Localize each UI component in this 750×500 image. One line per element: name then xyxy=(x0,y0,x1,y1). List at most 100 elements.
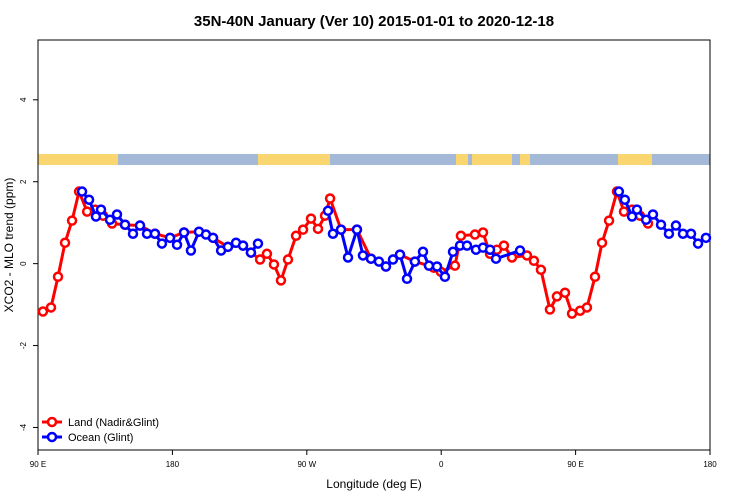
point xyxy=(484,244,496,255)
x-tick-label: 180 xyxy=(703,460,717,469)
point xyxy=(626,211,638,222)
point xyxy=(245,247,257,258)
point xyxy=(290,230,302,242)
x-tick-label: 0 xyxy=(439,460,444,469)
legend-marker xyxy=(46,416,58,428)
point xyxy=(417,246,429,258)
point xyxy=(335,224,347,235)
point xyxy=(596,237,608,248)
point xyxy=(589,271,601,282)
point xyxy=(185,245,197,256)
point xyxy=(559,287,571,298)
point xyxy=(544,304,556,315)
point xyxy=(431,261,443,272)
point xyxy=(134,220,146,231)
point xyxy=(90,211,102,222)
x-tick-label: 90 E xyxy=(30,460,46,469)
point xyxy=(178,227,190,238)
point xyxy=(237,240,249,251)
x-axis-label: Longitude (deg E) xyxy=(326,477,421,491)
point xyxy=(351,224,363,235)
point xyxy=(613,186,625,197)
point xyxy=(603,215,615,226)
point xyxy=(581,302,593,313)
point xyxy=(647,209,659,220)
point xyxy=(312,223,324,235)
point xyxy=(66,215,78,226)
point xyxy=(322,205,334,217)
point xyxy=(409,256,421,267)
point xyxy=(455,230,467,242)
point xyxy=(423,260,435,271)
point xyxy=(551,291,563,302)
y-tick-label: -2 xyxy=(19,341,28,349)
point xyxy=(498,240,510,251)
point xyxy=(566,308,578,319)
point xyxy=(164,232,176,244)
point xyxy=(305,213,317,224)
point xyxy=(685,228,697,239)
point xyxy=(282,254,294,265)
point xyxy=(528,255,540,267)
point xyxy=(268,259,280,270)
point xyxy=(477,227,489,238)
point xyxy=(342,252,354,263)
point xyxy=(447,246,459,258)
point xyxy=(521,250,533,261)
point xyxy=(618,206,630,217)
point xyxy=(380,261,392,272)
point xyxy=(52,271,64,282)
point xyxy=(222,241,234,253)
land-ocean-band xyxy=(38,154,710,165)
point xyxy=(156,238,168,249)
legend-label: Ocean (Glint) xyxy=(68,432,133,444)
point xyxy=(461,240,473,251)
point xyxy=(640,214,652,226)
point xyxy=(127,228,139,239)
point xyxy=(655,219,667,230)
point xyxy=(37,306,49,317)
point xyxy=(631,204,643,215)
point xyxy=(95,204,107,215)
x-tick-label: 90 E xyxy=(567,460,583,469)
chart-title: 35N-40N January (Ver 10) 2015-01-01 to 2… xyxy=(194,13,554,30)
point xyxy=(514,245,526,256)
plot-frame xyxy=(37,39,711,451)
point xyxy=(373,256,385,267)
point xyxy=(670,220,682,231)
point xyxy=(535,264,547,276)
point xyxy=(111,209,123,220)
x-tick-label: 90 W xyxy=(297,460,316,469)
point xyxy=(171,239,183,251)
point xyxy=(45,302,57,313)
point xyxy=(324,193,336,204)
y-tick-label: 0 xyxy=(19,261,28,266)
point xyxy=(619,194,631,205)
x-tick-label: 180 xyxy=(166,460,180,469)
point xyxy=(469,229,481,240)
y-tick-label: 4 xyxy=(19,97,28,102)
y-tick-label: 2 xyxy=(19,179,28,184)
point xyxy=(254,254,266,265)
point xyxy=(357,250,369,261)
point xyxy=(207,232,219,244)
legend-marker xyxy=(46,431,58,443)
point xyxy=(59,237,71,248)
point xyxy=(104,214,116,226)
point xyxy=(252,238,264,249)
y-tick-label: -4 xyxy=(19,423,28,431)
point xyxy=(663,228,675,239)
point xyxy=(692,238,704,249)
point xyxy=(327,228,339,239)
point xyxy=(700,232,712,244)
point xyxy=(76,186,88,197)
point xyxy=(275,275,287,286)
legend-label: Land (Nadir&Glint) xyxy=(68,417,159,429)
point xyxy=(119,219,131,230)
point xyxy=(83,194,95,205)
point xyxy=(490,253,502,264)
point xyxy=(149,228,161,239)
point xyxy=(297,224,309,235)
point xyxy=(261,248,273,260)
